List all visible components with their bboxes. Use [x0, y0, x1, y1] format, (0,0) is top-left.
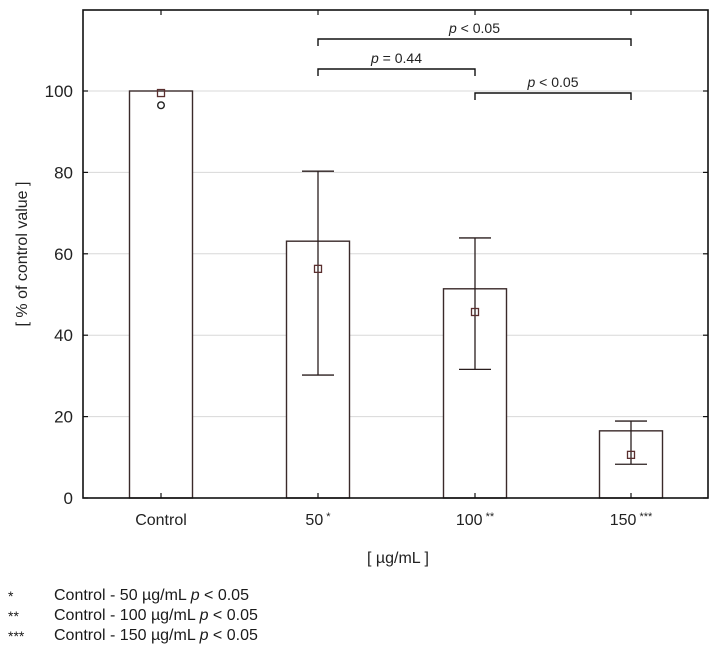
- x-tick-label: 100 **: [456, 511, 495, 529]
- bar: [128, 90, 194, 499]
- significance-bracket: p < 0.05: [317, 20, 632, 46]
- significance-brackets: p < 0.05 p = 0.44 p < 0.05: [317, 20, 632, 100]
- y-tick-label: 0: [64, 489, 73, 508]
- bar-group: [285, 170, 351, 499]
- footnote-text: Control - 100 µg/mL p < 0.05: [54, 607, 258, 624]
- x-tick-label: Control: [135, 512, 187, 529]
- footnote-mark: ***: [8, 628, 25, 644]
- bracket-line: [317, 68, 476, 76]
- y-tick-label: 100: [45, 82, 73, 101]
- y-tick-label: 60: [54, 245, 73, 264]
- significance-bracket: p < 0.05: [474, 74, 632, 100]
- footnote-row: * Control - 50 µg/mL p < 0.05: [8, 586, 258, 606]
- bars: [128, 88, 664, 499]
- y-tick-label: 80: [54, 163, 73, 182]
- bracket-line: [474, 92, 632, 100]
- y-axis: 0 20 40 60 80 100: [45, 82, 708, 508]
- x-axis-title: [ µg/mL ]: [367, 550, 429, 567]
- footnote-row: *** Control - 150 µg/mL p < 0.05: [8, 626, 258, 646]
- footnote-text: Control - 150 µg/mL p < 0.05: [54, 627, 258, 644]
- footnote-mark: **: [8, 608, 19, 624]
- bar-group: [442, 237, 508, 499]
- p-value-label: p = 0.44: [370, 50, 422, 66]
- bar-chart: p < 0.05 p = 0.44 p < 0.05 0 20 40 60 80 100 Co…: [14, 9, 709, 567]
- bracket-line: [317, 38, 632, 46]
- y-tick-label: 40: [54, 326, 73, 345]
- p-value-label: p < 0.05: [448, 20, 500, 36]
- median-marker: [470, 307, 480, 317]
- footnote-text: Control - 50 µg/mL p < 0.05: [54, 587, 249, 604]
- y-axis-title: [ % of control value ]: [14, 182, 31, 327]
- significance-bracket: p = 0.44: [317, 50, 476, 76]
- footnotes: * Control - 50 µg/mL p < 0.05 ** Control - …: [8, 586, 258, 646]
- bar-group: [128, 88, 194, 499]
- y-tick-label: 20: [54, 408, 73, 427]
- x-axis: Control 50 * 100 ** 150 ***: [135, 10, 653, 529]
- x-tick-label: 50 *: [305, 511, 331, 529]
- footnote-mark: *: [8, 588, 14, 604]
- x-tick-label: 150 ***: [610, 511, 653, 529]
- median-marker: [313, 264, 323, 274]
- footnote-row: ** Control - 100 µg/mL p < 0.05: [8, 606, 258, 626]
- outlier-marker: [156, 101, 165, 110]
- p-value-label: p < 0.05: [527, 74, 579, 90]
- median-marker: [156, 88, 166, 98]
- bar-group: [598, 420, 664, 499]
- median-marker: [626, 450, 636, 460]
